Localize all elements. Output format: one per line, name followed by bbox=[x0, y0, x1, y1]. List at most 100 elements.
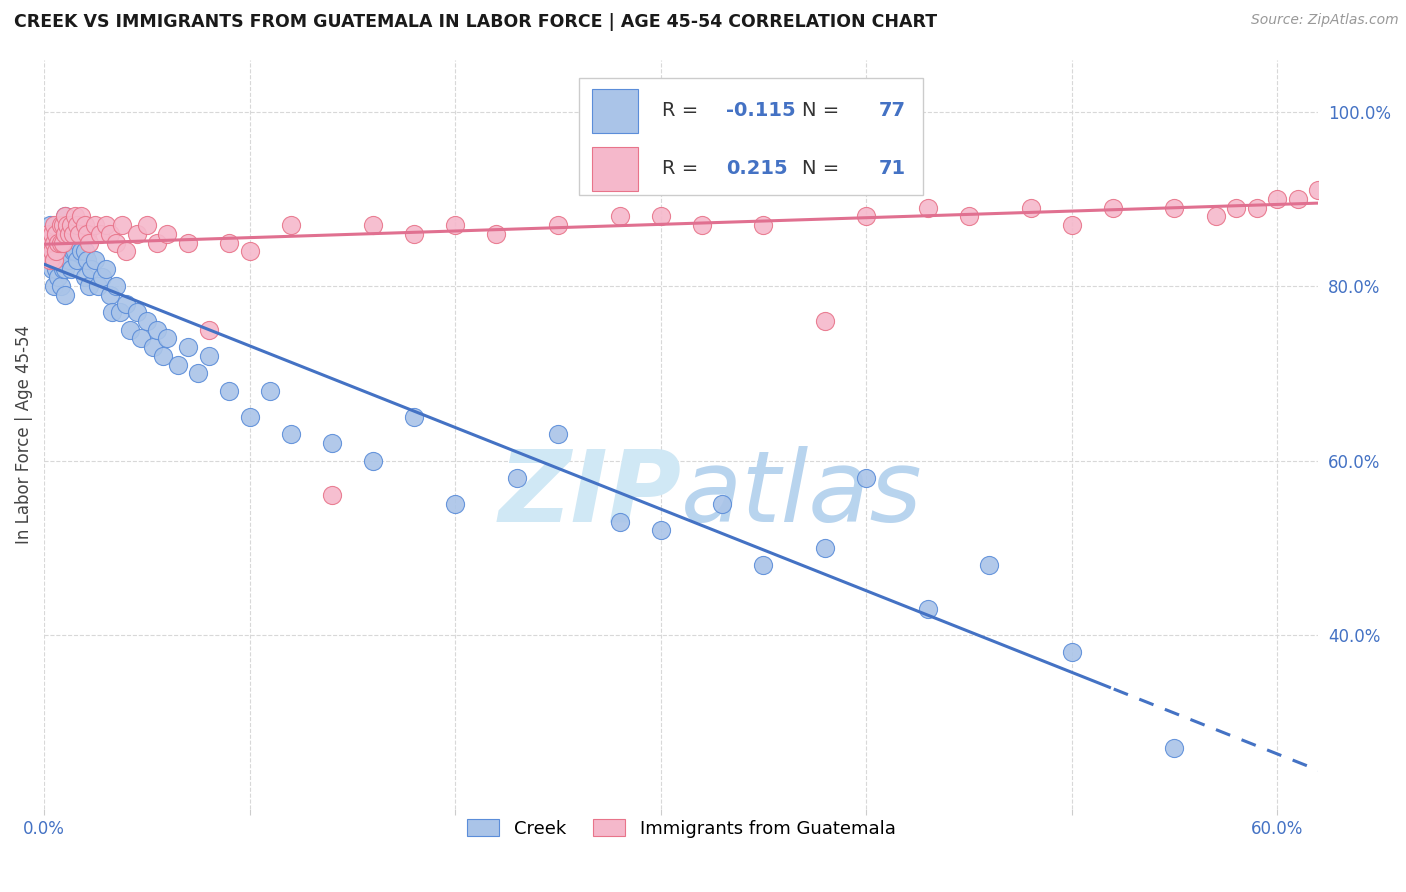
Point bbox=[156, 331, 179, 345]
Point bbox=[63, 244, 86, 259]
Point bbox=[49, 279, 72, 293]
Point bbox=[1019, 201, 1042, 215]
Point bbox=[1060, 218, 1083, 232]
Point bbox=[79, 279, 101, 293]
Point bbox=[152, 349, 174, 363]
Point bbox=[49, 253, 72, 268]
Point bbox=[62, 227, 84, 241]
Point bbox=[1348, 183, 1371, 197]
Text: atlas: atlas bbox=[681, 446, 922, 543]
Point bbox=[39, 253, 62, 268]
Point bbox=[63, 218, 86, 232]
Point bbox=[752, 558, 775, 573]
Point bbox=[55, 244, 77, 259]
Point bbox=[1308, 183, 1330, 197]
Text: R =: R = bbox=[662, 160, 704, 178]
Point bbox=[444, 497, 467, 511]
Point bbox=[62, 244, 84, 259]
Point bbox=[76, 253, 98, 268]
Point bbox=[957, 210, 980, 224]
Point bbox=[66, 253, 89, 268]
Point bbox=[609, 515, 631, 529]
Point bbox=[125, 305, 148, 319]
Point bbox=[547, 218, 569, 232]
Point bbox=[1368, 104, 1391, 119]
Text: ZIP: ZIP bbox=[498, 446, 681, 543]
Point bbox=[177, 340, 200, 354]
Point bbox=[48, 270, 70, 285]
Text: -0.115: -0.115 bbox=[725, 102, 796, 120]
Point bbox=[321, 488, 343, 502]
Point bbox=[1225, 201, 1247, 215]
FancyBboxPatch shape bbox=[579, 78, 924, 194]
Point bbox=[45, 244, 67, 259]
Point bbox=[98, 227, 121, 241]
Point bbox=[752, 218, 775, 232]
Point bbox=[855, 471, 877, 485]
Point bbox=[855, 210, 877, 224]
Point bbox=[59, 235, 82, 250]
Point bbox=[120, 323, 142, 337]
Point bbox=[650, 210, 672, 224]
Point bbox=[86, 279, 108, 293]
FancyBboxPatch shape bbox=[592, 147, 638, 191]
Point bbox=[1205, 210, 1227, 224]
Legend: Creek, Immigrants from Guatemala: Creek, Immigrants from Guatemala bbox=[460, 812, 903, 845]
Point bbox=[506, 471, 529, 485]
Point bbox=[197, 323, 219, 337]
Point bbox=[70, 210, 93, 224]
Point bbox=[146, 323, 169, 337]
Point bbox=[67, 235, 90, 250]
Point bbox=[259, 384, 281, 398]
Point bbox=[89, 227, 111, 241]
Point bbox=[402, 409, 425, 424]
Point bbox=[45, 227, 67, 241]
Point bbox=[111, 218, 134, 232]
Point bbox=[44, 279, 66, 293]
Point bbox=[94, 261, 117, 276]
Point bbox=[45, 261, 67, 276]
Point bbox=[917, 601, 939, 615]
Point bbox=[37, 235, 59, 250]
Point bbox=[48, 244, 70, 259]
Point bbox=[75, 244, 97, 259]
Point bbox=[39, 235, 62, 250]
Text: N =: N = bbox=[803, 160, 846, 178]
Point bbox=[177, 235, 200, 250]
Y-axis label: In Labor Force | Age 45-54: In Labor Force | Age 45-54 bbox=[15, 325, 32, 544]
Point bbox=[41, 227, 63, 241]
Point bbox=[115, 296, 138, 310]
Point bbox=[239, 244, 262, 259]
Point bbox=[53, 210, 76, 224]
Point bbox=[187, 367, 209, 381]
Point bbox=[80, 261, 103, 276]
Point bbox=[39, 218, 62, 232]
Point bbox=[44, 227, 66, 241]
Point bbox=[41, 261, 63, 276]
Point bbox=[361, 218, 384, 232]
Point bbox=[814, 314, 837, 328]
Point bbox=[1163, 201, 1185, 215]
Point bbox=[66, 218, 89, 232]
Point bbox=[115, 244, 138, 259]
Point bbox=[711, 497, 734, 511]
Point bbox=[1246, 201, 1268, 215]
Point bbox=[321, 436, 343, 450]
Point bbox=[48, 235, 70, 250]
Point bbox=[49, 235, 72, 250]
Point bbox=[135, 218, 157, 232]
Point bbox=[58, 253, 80, 268]
Point bbox=[70, 244, 93, 259]
Point bbox=[45, 235, 67, 250]
Point bbox=[94, 218, 117, 232]
Point bbox=[146, 235, 169, 250]
Point bbox=[218, 384, 240, 398]
Point bbox=[84, 253, 107, 268]
Point bbox=[52, 261, 75, 276]
Point bbox=[280, 218, 302, 232]
Text: N =: N = bbox=[803, 102, 846, 120]
Point bbox=[84, 218, 107, 232]
Point bbox=[129, 331, 152, 345]
Point bbox=[402, 227, 425, 241]
Point bbox=[1265, 192, 1288, 206]
